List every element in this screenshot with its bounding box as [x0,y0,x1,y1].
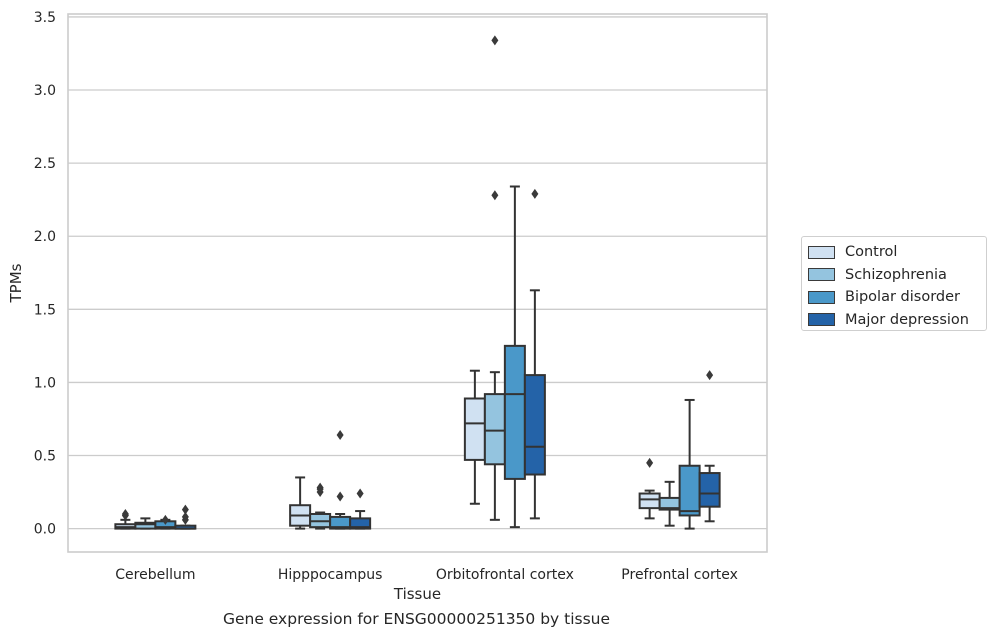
x-tick-label: Hipppocampus [278,567,383,583]
box-bipolar-disorder [503,185,526,529]
x-tick-labels: Cerebellum Hipppocampus Orbitofrontal cort… [115,567,738,583]
y-tick-label: 3.5 [34,10,56,26]
boxes [114,35,721,530]
box-schizophrenia [134,517,157,530]
legend-item: Bipolar disorder [808,286,986,309]
box-schizophrenia [309,482,332,530]
outlier-point [181,511,189,522]
figure-caption: Gene expression for ENSG00000251350 by t… [222,610,611,628]
outlier-point [336,491,344,502]
gridlines [68,16,767,530]
box-iqr [503,344,526,480]
y-tick-label: 0.5 [34,449,56,465]
legend-label: Control [845,244,898,261]
box-major-depression [523,188,546,520]
x-tick-label: Cerebellum [115,567,195,583]
y-tick-labels: 0.0 0.5 1.0 1.5 2.0 2.5 3.0 3.5 [34,10,56,538]
outlier-point [491,35,499,46]
outlier-point [531,188,539,199]
outlier-point [706,370,714,381]
y-tick-label: 0.0 [34,522,56,538]
box-iqr [678,464,701,517]
box-control [114,508,137,530]
legend-item: Schizophrenia [808,264,986,287]
legend-item: Major depression [808,309,986,332]
outlier-point [121,508,129,519]
y-axis-label: TPMs [7,263,25,303]
outlier-point [316,482,324,493]
y-tick-label: 2.5 [34,156,56,172]
legend-swatch [808,290,835,304]
box-control [289,476,312,530]
box-major-depression [698,370,721,523]
outlier-point [356,488,364,499]
outlier-point [646,457,654,468]
box-major-depression [349,488,372,530]
box-iqr [638,492,661,510]
box-bipolar-disorder [329,430,352,530]
legend-item: Control [808,241,986,264]
legend: Control Schizophrenia Bipolar disorder Majo… [801,236,987,331]
outlier-point [491,190,499,201]
box-iqr [698,472,721,508]
box-control [638,457,661,520]
box-iqr [349,517,372,530]
plot-frame [67,13,768,553]
x-tick-label: Prefrontal cortex [621,567,738,583]
y-tick-label: 3.0 [34,83,56,99]
legend-label: Bipolar disorder [845,289,960,306]
legend-swatch [808,268,835,282]
y-tick-label: 1.5 [34,302,56,318]
legend-swatch [808,245,835,259]
outlier-point [161,514,169,525]
y-tick-label: 1.0 [34,375,56,391]
box-bipolar-disorder [154,514,177,530]
box-iqr [483,393,506,466]
box-bipolar-disorder [678,398,701,530]
box-iqr [523,374,546,476]
x-axis-label: Tissue [393,585,441,603]
legend-label: Schizophrenia [845,266,947,283]
outlier-point [336,430,344,441]
box-schizophrenia [658,480,681,527]
y-tick-label: 2.0 [34,229,56,245]
box-iqr [463,397,486,461]
legend-swatch [808,313,835,327]
box-schizophrenia [483,35,506,521]
legend-label: Major depression [845,311,969,328]
x-tick-label: Orbitofrontal cortex [436,567,574,583]
box-control [463,369,486,505]
outlier-point [181,504,189,515]
box-major-depression [174,504,197,530]
